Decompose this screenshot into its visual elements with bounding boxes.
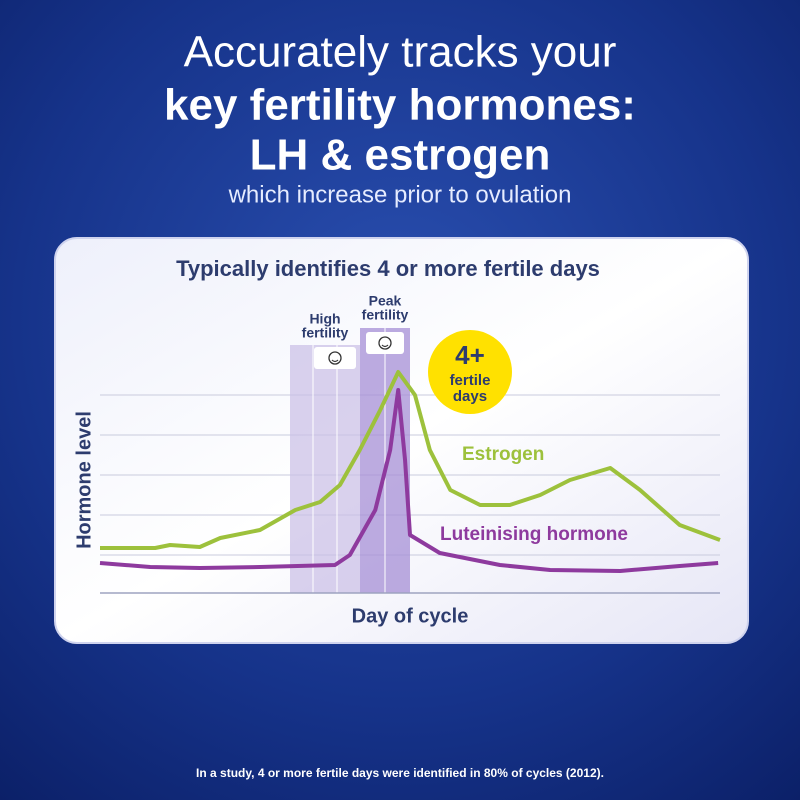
x-axis-label: Day of cycle [352,605,469,627]
headline: LH & estrogen [250,131,551,180]
subtitle: which increase prior to ovulation [228,181,572,208]
footnote: In a study, 4 or more fertile days were … [196,766,604,780]
badge-text: fertile [450,372,491,389]
band-label: fertility [362,307,409,323]
series-line [100,370,721,550]
peak-icon [366,332,404,354]
badge-text: days [453,388,487,405]
band-label: fertility [302,325,349,341]
headline: Accurately tracks your [184,28,617,77]
headline: key fertility hormones: [164,81,636,130]
badge [428,330,512,414]
badge-number: 4+ [455,340,485,370]
high-icon [314,347,356,369]
band-label: High [309,311,340,327]
series-label: Luteinising hormone [440,524,628,545]
chart-title: Typically identifies 4 or more fertile d… [176,256,600,281]
band-label: Peak [369,293,402,309]
series-label: Estrogen [462,444,544,465]
plot [99,370,721,573]
y-axis-label: Hormone level [73,411,95,549]
series-line [99,388,719,573]
